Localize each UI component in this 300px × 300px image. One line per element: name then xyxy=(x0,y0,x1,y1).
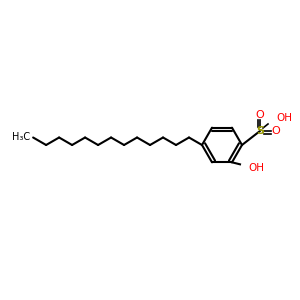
Text: H₃C: H₃C xyxy=(12,133,30,142)
Text: S: S xyxy=(256,126,264,136)
Text: OH: OH xyxy=(248,163,264,173)
Text: OH: OH xyxy=(276,113,292,123)
Text: O: O xyxy=(272,126,280,136)
Text: O: O xyxy=(256,110,264,120)
